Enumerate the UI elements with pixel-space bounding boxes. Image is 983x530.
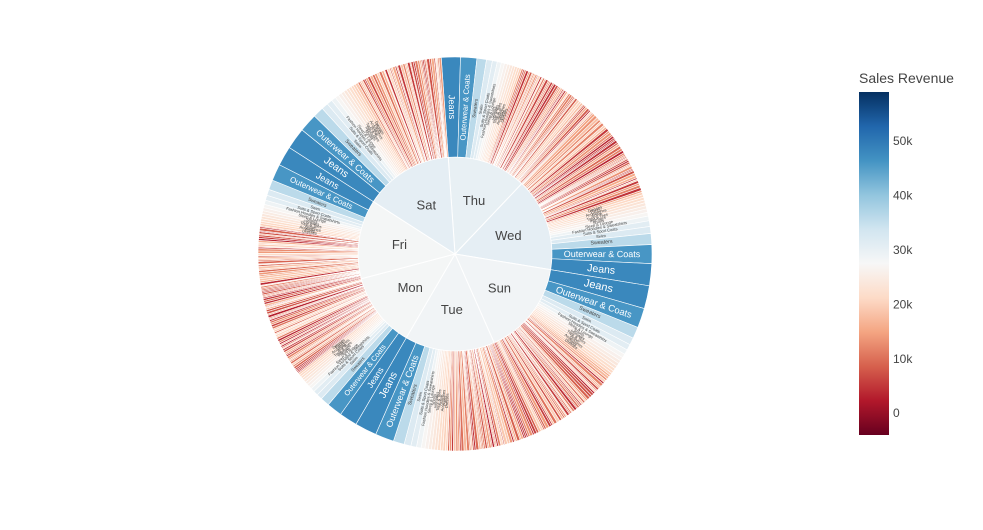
category-label: Sweaters: [590, 239, 613, 247]
category-label: Pants: [498, 109, 506, 120]
category-label: Sweaters: [471, 98, 479, 118]
category-label: Shorts: [592, 218, 604, 225]
category-label: Accessories: [299, 224, 321, 233]
category-label: Swim: [596, 233, 607, 239]
category-label: Swim: [581, 315, 593, 324]
colorbar-ticks: 0 10k 20k 30k 40k 50k: [893, 134, 913, 420]
category-label: Active: [569, 334, 581, 345]
category-label: Accessories: [585, 207, 607, 218]
category-label: Pants: [373, 123, 383, 134]
category-label: Tops & Tees: [435, 389, 442, 411]
category-label: Pants: [590, 207, 601, 215]
day-label: Sat: [417, 198, 437, 213]
category-label: Swim: [416, 391, 423, 402]
category-label: Accessories: [495, 103, 506, 125]
category-label: Outerwear & Coats: [564, 249, 641, 259]
category-label: Jeans: [447, 95, 458, 120]
category-label: Intimates: [491, 104, 500, 121]
category-label: Swim: [310, 204, 321, 212]
day-label: Fri: [392, 237, 407, 252]
category-label: Pants: [442, 395, 448, 406]
category-label: Active: [495, 107, 503, 120]
category-label: Sleep & Lounge: [485, 96, 497, 126]
category-label: Shorts: [489, 106, 497, 118]
category-label: Sleep & Lounge: [426, 384, 436, 414]
category-label: Shorts: [364, 129, 375, 141]
category-label: Tops & Tees: [586, 212, 608, 222]
colorbar-tick-label: 40k: [893, 188, 913, 202]
category-label: Sleep & Lounge: [298, 212, 328, 224]
day-label: Sun: [488, 280, 511, 295]
category-wedge[interactable]: [438, 57, 449, 158]
category-label: Dresses: [374, 120, 386, 135]
category-label: Shorts: [430, 393, 437, 405]
colorbar: Sales Revenue 0 10k 20k 30k 40k 50k: [859, 70, 954, 435]
category-label: Sweaters: [307, 197, 328, 209]
day-label: Tue: [441, 302, 463, 317]
category-label: Dresses: [499, 108, 509, 123]
category-label: Swim: [353, 138, 364, 149]
category-label: Dresses: [587, 204, 602, 213]
category-label: Dresses: [444, 393, 450, 408]
colorbar-gradient: [859, 92, 889, 435]
category-label: Intimates: [589, 215, 606, 224]
category-label: Intimates: [303, 218, 320, 226]
category-label: Suits & Sport Coats: [583, 226, 618, 236]
colorbar-tick-label: 20k: [893, 297, 913, 311]
category-label: Dresses: [302, 228, 317, 235]
category-label: Pants: [334, 340, 345, 350]
day-label: Thu: [463, 193, 485, 208]
category-label: Active: [305, 223, 317, 230]
day-label: Mon: [398, 280, 423, 295]
category-label: Tops & Tees: [492, 102, 503, 124]
category-label: Intimates: [433, 391, 440, 408]
category-label: Jeans: [587, 262, 616, 277]
category-label: Tops & Tees: [300, 220, 322, 229]
category-label: Sleep & Lounge: [585, 219, 615, 230]
category-label: Accessories: [440, 390, 447, 412]
category-label: Active: [438, 394, 444, 406]
category-label: Suits & Sport Coats: [479, 92, 491, 127]
category-label: Active: [370, 125, 381, 138]
category-label: Pants: [567, 337, 578, 347]
category-label: Active: [336, 342, 348, 353]
day-label: Wed: [495, 228, 522, 243]
category-label: Swim: [477, 103, 484, 114]
colorbar-title: Sales Revenue: [859, 70, 954, 86]
category-label: Active: [591, 211, 604, 219]
category-label: Shorts: [573, 327, 585, 337]
colorbar-tick-label: 0: [893, 406, 900, 420]
category-label: Shorts: [306, 217, 318, 225]
category-label: Pants: [304, 227, 315, 234]
colorbar-tick-label: 50k: [893, 134, 913, 148]
sunburst-wedges: [257, 56, 653, 452]
colorbar-tick-label: 10k: [893, 352, 913, 366]
category-label: Swim: [349, 355, 360, 366]
category-label: Shorts: [339, 346, 351, 357]
colorbar-tick-label: 30k: [893, 243, 913, 257]
